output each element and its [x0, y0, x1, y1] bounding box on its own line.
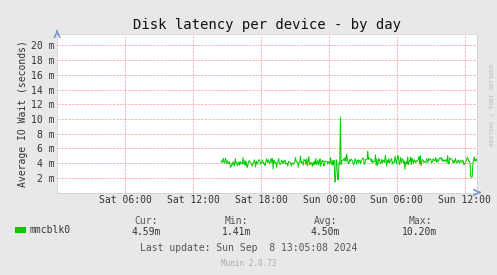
- Text: Munin 2.0.73: Munin 2.0.73: [221, 260, 276, 268]
- Text: 4.59m: 4.59m: [132, 227, 162, 237]
- Text: RRDTOOL / TOBI OETIKER: RRDTOOL / TOBI OETIKER: [490, 63, 495, 146]
- Text: Max:: Max:: [408, 216, 432, 226]
- Text: Cur:: Cur:: [135, 216, 159, 226]
- Text: Avg:: Avg:: [314, 216, 337, 226]
- Text: 1.41m: 1.41m: [221, 227, 251, 237]
- Text: mmcblk0: mmcblk0: [30, 225, 71, 235]
- Text: 10.20m: 10.20m: [403, 227, 437, 237]
- Title: Disk latency per device - by day: Disk latency per device - by day: [133, 18, 401, 32]
- Y-axis label: Average IO Wait (seconds): Average IO Wait (seconds): [18, 40, 28, 187]
- Text: Last update: Sun Sep  8 13:05:08 2024: Last update: Sun Sep 8 13:05:08 2024: [140, 243, 357, 253]
- Text: Min:: Min:: [224, 216, 248, 226]
- Text: 4.50m: 4.50m: [311, 227, 340, 237]
